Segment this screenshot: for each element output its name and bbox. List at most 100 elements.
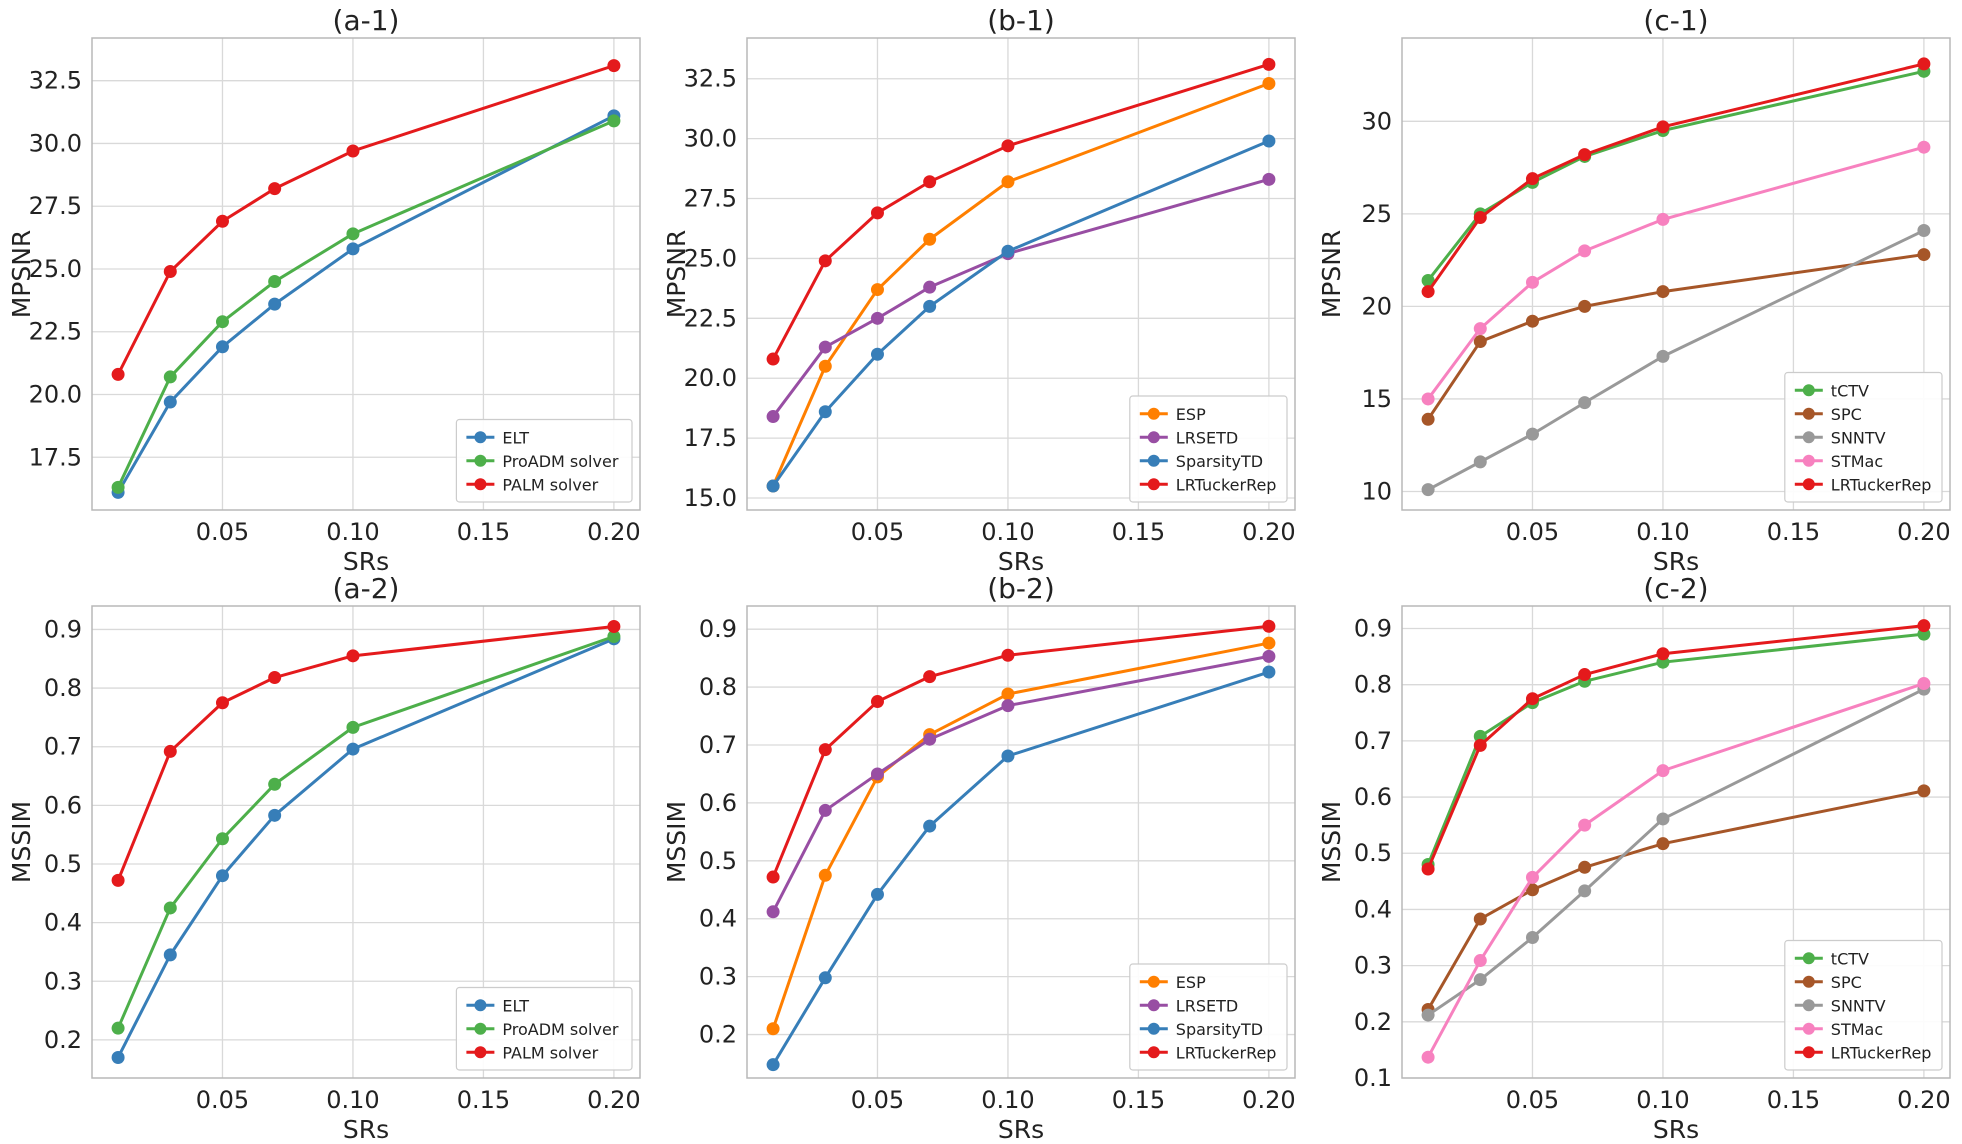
x-axis-label: SRs bbox=[1653, 547, 1699, 576]
data-point-spc bbox=[1578, 860, 1592, 874]
data-point-lrsetd bbox=[1262, 649, 1276, 663]
data-point-lrtuckerrep bbox=[1473, 211, 1487, 225]
x-tick-label: 0.05 bbox=[851, 1086, 904, 1114]
data-point-snntv bbox=[1917, 224, 1931, 238]
data-point-lrsetd bbox=[1262, 172, 1276, 186]
legend-box bbox=[455, 986, 633, 1071]
legend-entry: ESP bbox=[1176, 405, 1206, 424]
series-line-stmac bbox=[1426, 145, 1925, 400]
series-line-tctv bbox=[1426, 632, 1925, 866]
series-line-snntv bbox=[1427, 229, 1925, 491]
data-point-snntv bbox=[1525, 931, 1539, 945]
data-point-lrsetd bbox=[766, 905, 780, 919]
series-line-lrsetd bbox=[771, 654, 1270, 913]
y-tick-label: 15 bbox=[1361, 385, 1392, 413]
data-point-stmac bbox=[1656, 764, 1670, 778]
data-point-spc bbox=[1525, 314, 1539, 328]
data-point-stmac bbox=[1421, 1050, 1435, 1064]
legend-marker bbox=[474, 454, 487, 467]
data-point-proadm-solver bbox=[215, 832, 229, 846]
series-line-palm-solver bbox=[116, 64, 615, 376]
data-point-elt bbox=[346, 242, 360, 256]
data-point-lrsetd bbox=[870, 311, 884, 325]
data-point-lrsetd bbox=[766, 410, 780, 424]
x-tick-label: 0.10 bbox=[1636, 1086, 1689, 1114]
data-point-palm-solver bbox=[163, 744, 177, 758]
data-point-spc bbox=[1525, 883, 1539, 897]
legend-marker bbox=[1802, 1046, 1815, 1059]
data-point-sparsitytd bbox=[766, 1058, 780, 1072]
y-tick-label: 22.5 bbox=[684, 304, 737, 332]
y-axis-label: MPSNR bbox=[7, 230, 36, 319]
data-point-elt bbox=[268, 297, 282, 311]
data-point-elt bbox=[346, 742, 360, 756]
x-tick-label: 0.05 bbox=[196, 1086, 249, 1114]
legend-marker bbox=[1147, 975, 1160, 988]
data-point-esp bbox=[818, 868, 832, 882]
y-tick-label: 0.4 bbox=[699, 905, 737, 933]
data-point-lrtuckerrep bbox=[1001, 648, 1015, 662]
legend: ESP LRSETD SparsityTD LRTuckerRep bbox=[1129, 395, 1288, 503]
x-tick-label: 0.15 bbox=[1112, 1086, 1165, 1114]
data-point-snntv bbox=[1421, 1008, 1435, 1022]
legend-marker bbox=[474, 431, 487, 444]
data-point-elt bbox=[215, 340, 229, 354]
data-point-lrtuckerrep bbox=[1578, 668, 1592, 682]
x-tick-label: 0.20 bbox=[587, 1086, 640, 1114]
series-line-elt bbox=[116, 637, 615, 1059]
y-axis-label: MSSIM bbox=[662, 801, 691, 883]
y-tick-label: 25 bbox=[1361, 200, 1392, 228]
data-point-stmac bbox=[1578, 818, 1592, 832]
subplot-4: 0.05 0.10 0.15 0.20 0.2 0.3 0.4 0.5 0.6 0.7 0.8 0.9… bbox=[7, 572, 641, 1144]
data-point-proadm-solver bbox=[163, 370, 177, 384]
series-line-snntv bbox=[1427, 687, 1925, 1017]
plot-frame bbox=[91, 605, 641, 1079]
data-point-spc bbox=[1917, 248, 1931, 262]
y-tick-label: 20.0 bbox=[684, 364, 737, 392]
data-point-lrtuckerrep bbox=[870, 206, 884, 220]
data-point-spc bbox=[1421, 412, 1435, 426]
series-line-elt bbox=[116, 114, 615, 494]
data-point-palm-solver bbox=[346, 649, 360, 663]
data-point-lrsetd bbox=[870, 767, 884, 781]
legend: ELT ProADM solver PALM solver bbox=[455, 418, 633, 503]
x-tick-label: 0.10 bbox=[326, 1086, 379, 1114]
data-point-palm-solver bbox=[607, 59, 621, 73]
data-point-spc bbox=[1656, 837, 1670, 851]
data-point-lrtuckerrep bbox=[766, 352, 780, 366]
y-tick-label: 0.3 bbox=[44, 967, 82, 995]
y-tick-label: 17.5 bbox=[684, 424, 737, 452]
y-tick-label: 22.5 bbox=[29, 318, 82, 346]
data-point-palm-solver bbox=[215, 696, 229, 710]
data-point-stmac bbox=[1421, 392, 1435, 406]
data-point-lrsetd bbox=[818, 803, 832, 817]
legend-entry: SPC bbox=[1831, 973, 1862, 992]
legend-box bbox=[1129, 963, 1288, 1071]
legend-entry: tCTV bbox=[1831, 949, 1869, 968]
legend-entry: PALM solver bbox=[502, 475, 598, 494]
y-tick-label: 30.0 bbox=[29, 129, 82, 157]
data-point-sparsitytd bbox=[766, 479, 780, 493]
legend-entry: PALM solver bbox=[502, 1043, 598, 1062]
data-point-sparsitytd bbox=[818, 971, 832, 985]
legend-marker bbox=[1802, 975, 1815, 988]
data-point-esp bbox=[870, 283, 884, 297]
data-point-palm-solver bbox=[215, 214, 229, 228]
y-tick-label: 15.0 bbox=[684, 484, 737, 512]
x-tick-label: 0.20 bbox=[587, 518, 640, 546]
x-tick-label: 0.15 bbox=[1112, 518, 1165, 546]
legend-marker bbox=[1147, 1046, 1160, 1059]
data-point-stmac bbox=[1578, 244, 1592, 258]
data-point-sparsitytd bbox=[1262, 665, 1276, 679]
x-tick-label: 0.15 bbox=[457, 518, 510, 546]
y-tick-label: 0.9 bbox=[699, 615, 737, 643]
y-tick-label: 0.7 bbox=[699, 731, 737, 759]
x-tick-label: 0.20 bbox=[1897, 1086, 1950, 1114]
legend-entry: LRTuckerRep bbox=[1176, 1043, 1277, 1062]
y-tick-label: 32.5 bbox=[684, 65, 737, 93]
data-point-spc bbox=[1473, 335, 1487, 349]
data-point-lrsetd bbox=[923, 280, 937, 294]
data-point-tctv bbox=[1473, 729, 1487, 743]
series-line-tctv bbox=[1426, 69, 1925, 282]
data-point-palm-solver bbox=[268, 671, 282, 685]
